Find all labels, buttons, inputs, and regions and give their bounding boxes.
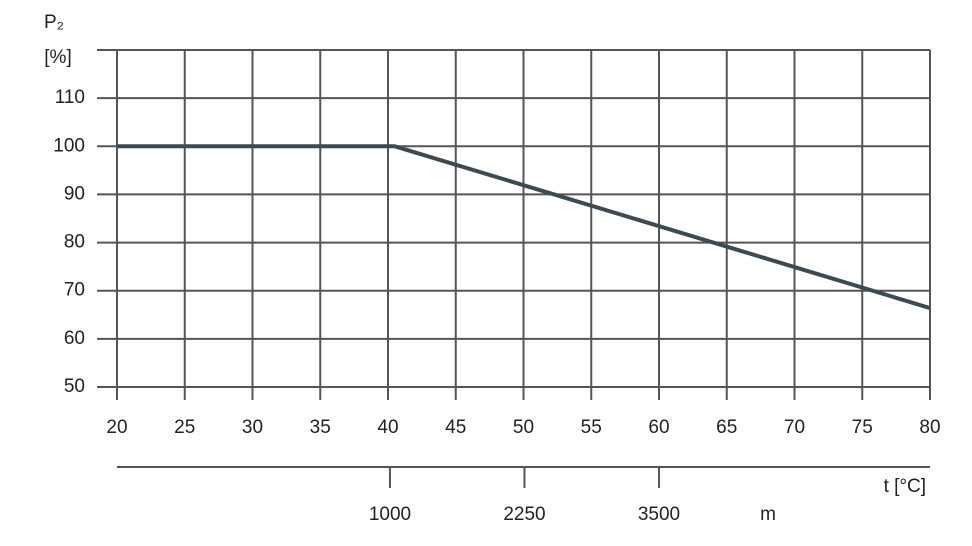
y-tick-label: 70	[64, 280, 85, 301]
x-tick-label: 20	[106, 417, 127, 438]
y-tick-label: 80	[64, 232, 85, 253]
x2-axis-label: m	[760, 504, 776, 525]
y-axis-label: P₂	[44, 12, 64, 33]
x-tick-label: 30	[242, 417, 263, 438]
x2-tick-label: 1000	[369, 504, 411, 525]
x-tick-label: 35	[310, 417, 331, 438]
y-tick-label: 100	[53, 135, 85, 156]
data-line	[117, 144, 931, 310]
y-axis-label: [%]	[44, 47, 71, 68]
x-tick-label: 25	[174, 417, 195, 438]
x-tick-label: 65	[716, 417, 737, 438]
x2-tick-label: 2250	[503, 504, 545, 525]
x-tick-label: 55	[581, 417, 602, 438]
x-tick-label: 60	[648, 417, 669, 438]
x2-tick-label: 3500	[638, 504, 680, 525]
x-tick-label: 80	[919, 417, 940, 438]
x-tick-label: 70	[784, 417, 805, 438]
y-tick-label: 110	[55, 87, 85, 108]
x-tick-label: 40	[377, 417, 398, 438]
y-tick-label: 50	[64, 376, 85, 397]
y-tick-label: 60	[64, 328, 85, 349]
y-tick-label: 90	[64, 183, 85, 204]
x-tick-label: 50	[513, 417, 534, 438]
x-axis-label: t [°C]	[884, 476, 926, 497]
x-tick-label: 75	[852, 417, 873, 438]
x-tick-label: 45	[445, 417, 466, 438]
